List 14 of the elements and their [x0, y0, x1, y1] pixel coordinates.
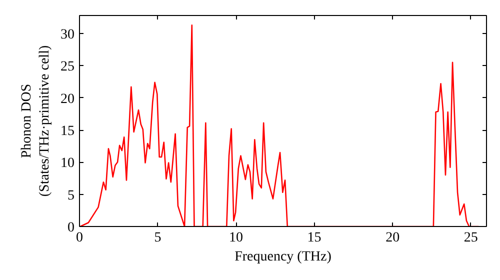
- x-tick-label: 5: [154, 230, 162, 246]
- x-tick-label: 15: [307, 230, 322, 246]
- y-tick-label: 0: [68, 220, 74, 236]
- x-tick-label: 25: [464, 230, 478, 246]
- y-tick-label: 10: [60, 156, 74, 172]
- y-tick-label: 30: [60, 28, 74, 43]
- y-tick-label: 15: [60, 124, 74, 140]
- y-tick-label: 20: [60, 92, 74, 107]
- x-tick-label: 10: [229, 230, 244, 246]
- x-tick-label: 20: [386, 230, 400, 246]
- y-tick-label: 25: [60, 60, 74, 75]
- y-axis-title: Phonon DOS (States/THz·primitive cell): [20, 45, 52, 197]
- x-axis-title: Frequency (THz): [234, 250, 332, 264]
- y-tick-label: 5: [68, 188, 74, 204]
